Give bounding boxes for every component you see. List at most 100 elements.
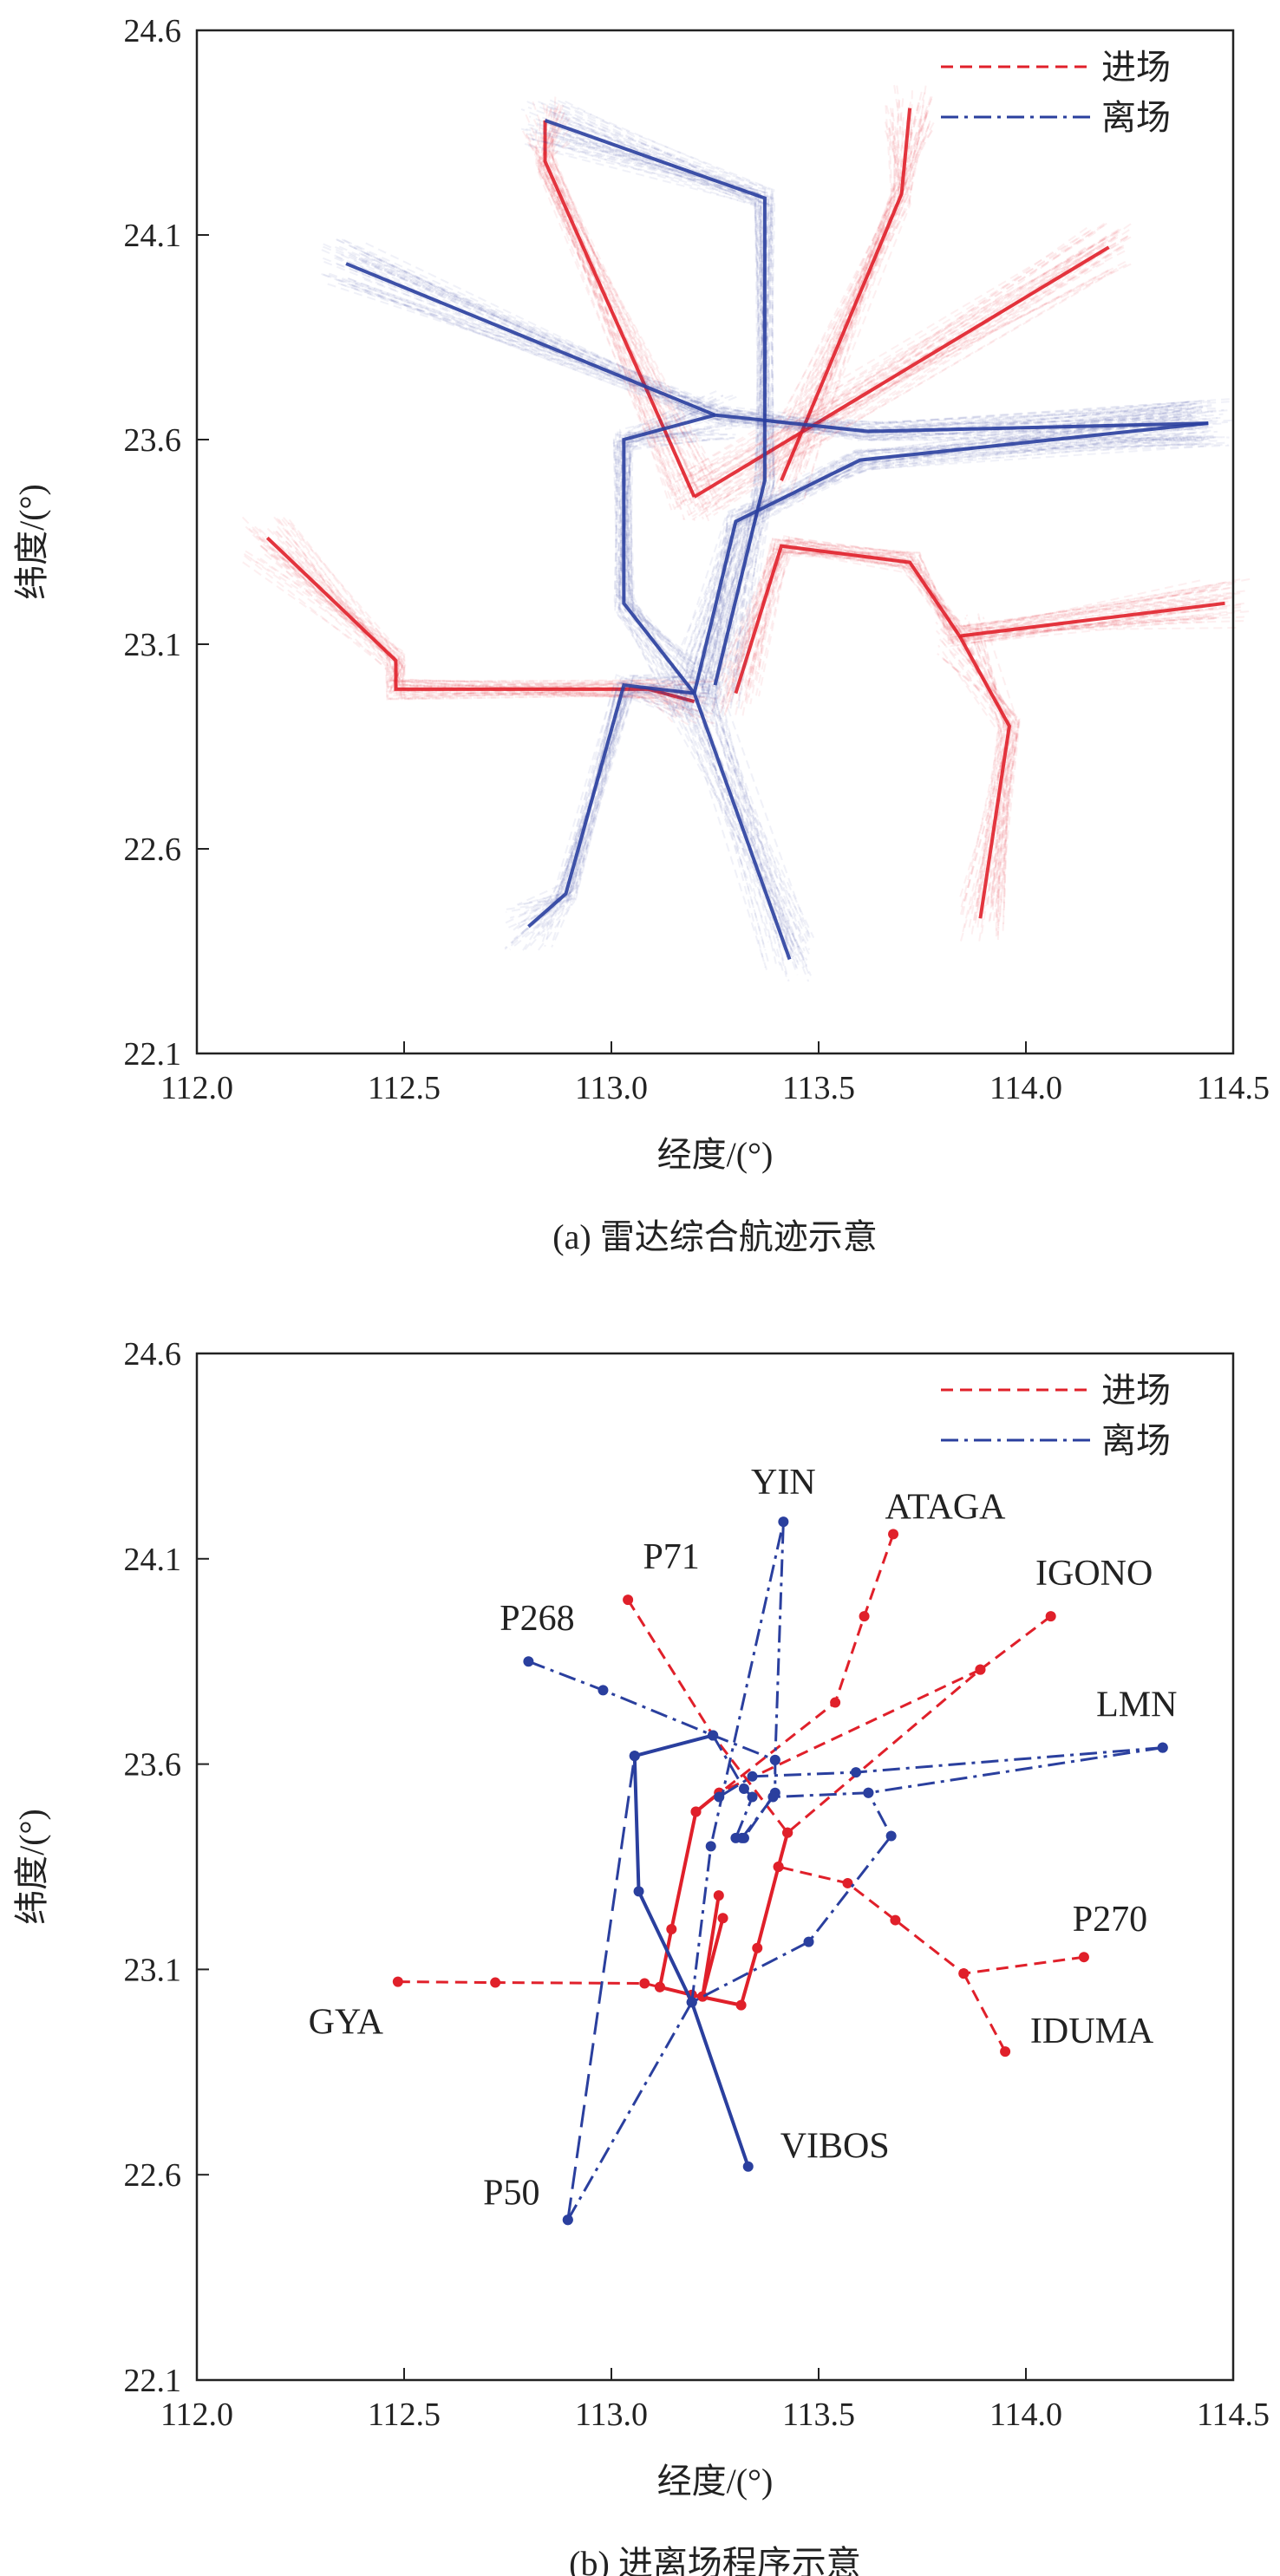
- track-arrival: [800, 130, 907, 466]
- track-departure: [676, 679, 780, 942]
- track-departure: [709, 696, 806, 968]
- track-arrival: [792, 112, 929, 460]
- track-arrival: [536, 117, 696, 522]
- x-axis-label: 经度/(°): [657, 2462, 774, 2501]
- track-departure: [511, 684, 702, 933]
- main-track-departure: [692, 692, 792, 961]
- track-departure: [706, 434, 1214, 697]
- x-tick-label: 113.0: [575, 1070, 648, 1106]
- route-point: [1157, 1742, 1168, 1753]
- track-departure: [552, 134, 774, 707]
- track-departure: [537, 683, 684, 952]
- plot-area: YIN ATAGA P71 IGONO P268 LMN P270 GYA IDUMA VIBOS…: [309, 1463, 1177, 2226]
- track-departure: [691, 681, 815, 938]
- track-arrival: [550, 108, 719, 508]
- y-tick-label: 22.6: [124, 831, 182, 868]
- track-arrival: [691, 245, 1100, 521]
- track-departure: [713, 678, 799, 973]
- track-arrival: [759, 96, 932, 476]
- route-departure: [741, 1746, 1163, 1839]
- track-departure: [626, 412, 697, 699]
- track-departure: [558, 127, 767, 686]
- track-departure: [616, 438, 705, 708]
- track-arrival: [686, 247, 1087, 487]
- track-departure: [715, 443, 1229, 695]
- track-departure: [563, 137, 771, 680]
- track-departure: [358, 257, 1198, 431]
- track-departure: [337, 278, 1217, 434]
- track-departure: [691, 677, 809, 937]
- track-arrival: [243, 552, 693, 713]
- y-tick-label: 24.1: [124, 218, 182, 254]
- track-arrival: [803, 106, 929, 473]
- track-departure: [534, 121, 766, 703]
- track-departure: [544, 674, 695, 947]
- track-arrival: [966, 658, 1006, 904]
- track-departure: [613, 436, 739, 693]
- route-point: [888, 1529, 899, 1540]
- track-arrival: [676, 231, 1090, 478]
- track-arrival: [937, 636, 1020, 922]
- route-point: [629, 1751, 640, 1762]
- track-arrival: [278, 545, 702, 695]
- track-arrival: [550, 121, 673, 511]
- track-arrival: [720, 551, 1208, 708]
- track-departure: [349, 280, 1190, 428]
- route-point: [717, 1913, 728, 1924]
- route-point: [767, 1791, 779, 1803]
- route-point: [490, 1977, 501, 1988]
- track-departure: [523, 142, 770, 675]
- waypoint-label-vibos: VIBOS: [780, 2127, 890, 2167]
- track-arrival: [958, 629, 1015, 902]
- route-point: [890, 1914, 901, 1926]
- route-point: [392, 1976, 403, 1987]
- track-departure: [548, 691, 681, 935]
- track-arrival: [774, 91, 923, 479]
- track-departure: [678, 683, 811, 956]
- track-arrival: [757, 115, 923, 473]
- track-departure: [618, 396, 698, 710]
- track-arrival: [682, 232, 1096, 494]
- track-arrival: [941, 640, 1001, 921]
- track-departure: [540, 684, 685, 946]
- track-departure: [358, 258, 1185, 434]
- route-point: [639, 1978, 650, 1989]
- route-point: [633, 1886, 644, 1897]
- track-arrival: [948, 628, 1015, 917]
- track-arrival: [775, 117, 904, 486]
- track-departure: [707, 441, 1202, 694]
- track-departure: [323, 245, 1219, 423]
- track-departure: [343, 239, 1230, 426]
- track-arrival: [682, 222, 1106, 520]
- track-arrival: [967, 623, 1009, 935]
- track-departure: [695, 695, 767, 951]
- legend-label: 离场: [1101, 98, 1171, 137]
- track-arrival: [710, 548, 1237, 708]
- track-arrival: [783, 85, 911, 474]
- track-arrival: [974, 627, 1009, 897]
- track-departure: [336, 263, 1205, 441]
- track-arrival: [804, 131, 897, 499]
- track-arrival: [960, 629, 1012, 924]
- track-departure: [614, 410, 709, 712]
- x-tick-label: 114.5: [1197, 1070, 1270, 1106]
- track-departure: [627, 420, 694, 715]
- y-tick-label: 23.6: [124, 1747, 182, 1784]
- track-arrival: [776, 102, 900, 459]
- track-arrival: [717, 249, 1108, 501]
- track-departure: [669, 670, 796, 949]
- track-arrival: [549, 129, 699, 492]
- track-departure: [524, 680, 696, 917]
- track-departure: [629, 427, 733, 695]
- route-point: [654, 1981, 665, 1992]
- track-arrival: [952, 623, 1019, 918]
- track-arrival: [748, 538, 1251, 698]
- route-point: [562, 2214, 573, 2226]
- track-arrival: [803, 105, 911, 473]
- track-arrival: [966, 631, 1002, 899]
- track-departure: [566, 122, 773, 696]
- track-departure: [679, 438, 1209, 685]
- route-point: [742, 2161, 754, 2172]
- track-departure: [619, 420, 736, 685]
- track-arrival: [935, 629, 1021, 906]
